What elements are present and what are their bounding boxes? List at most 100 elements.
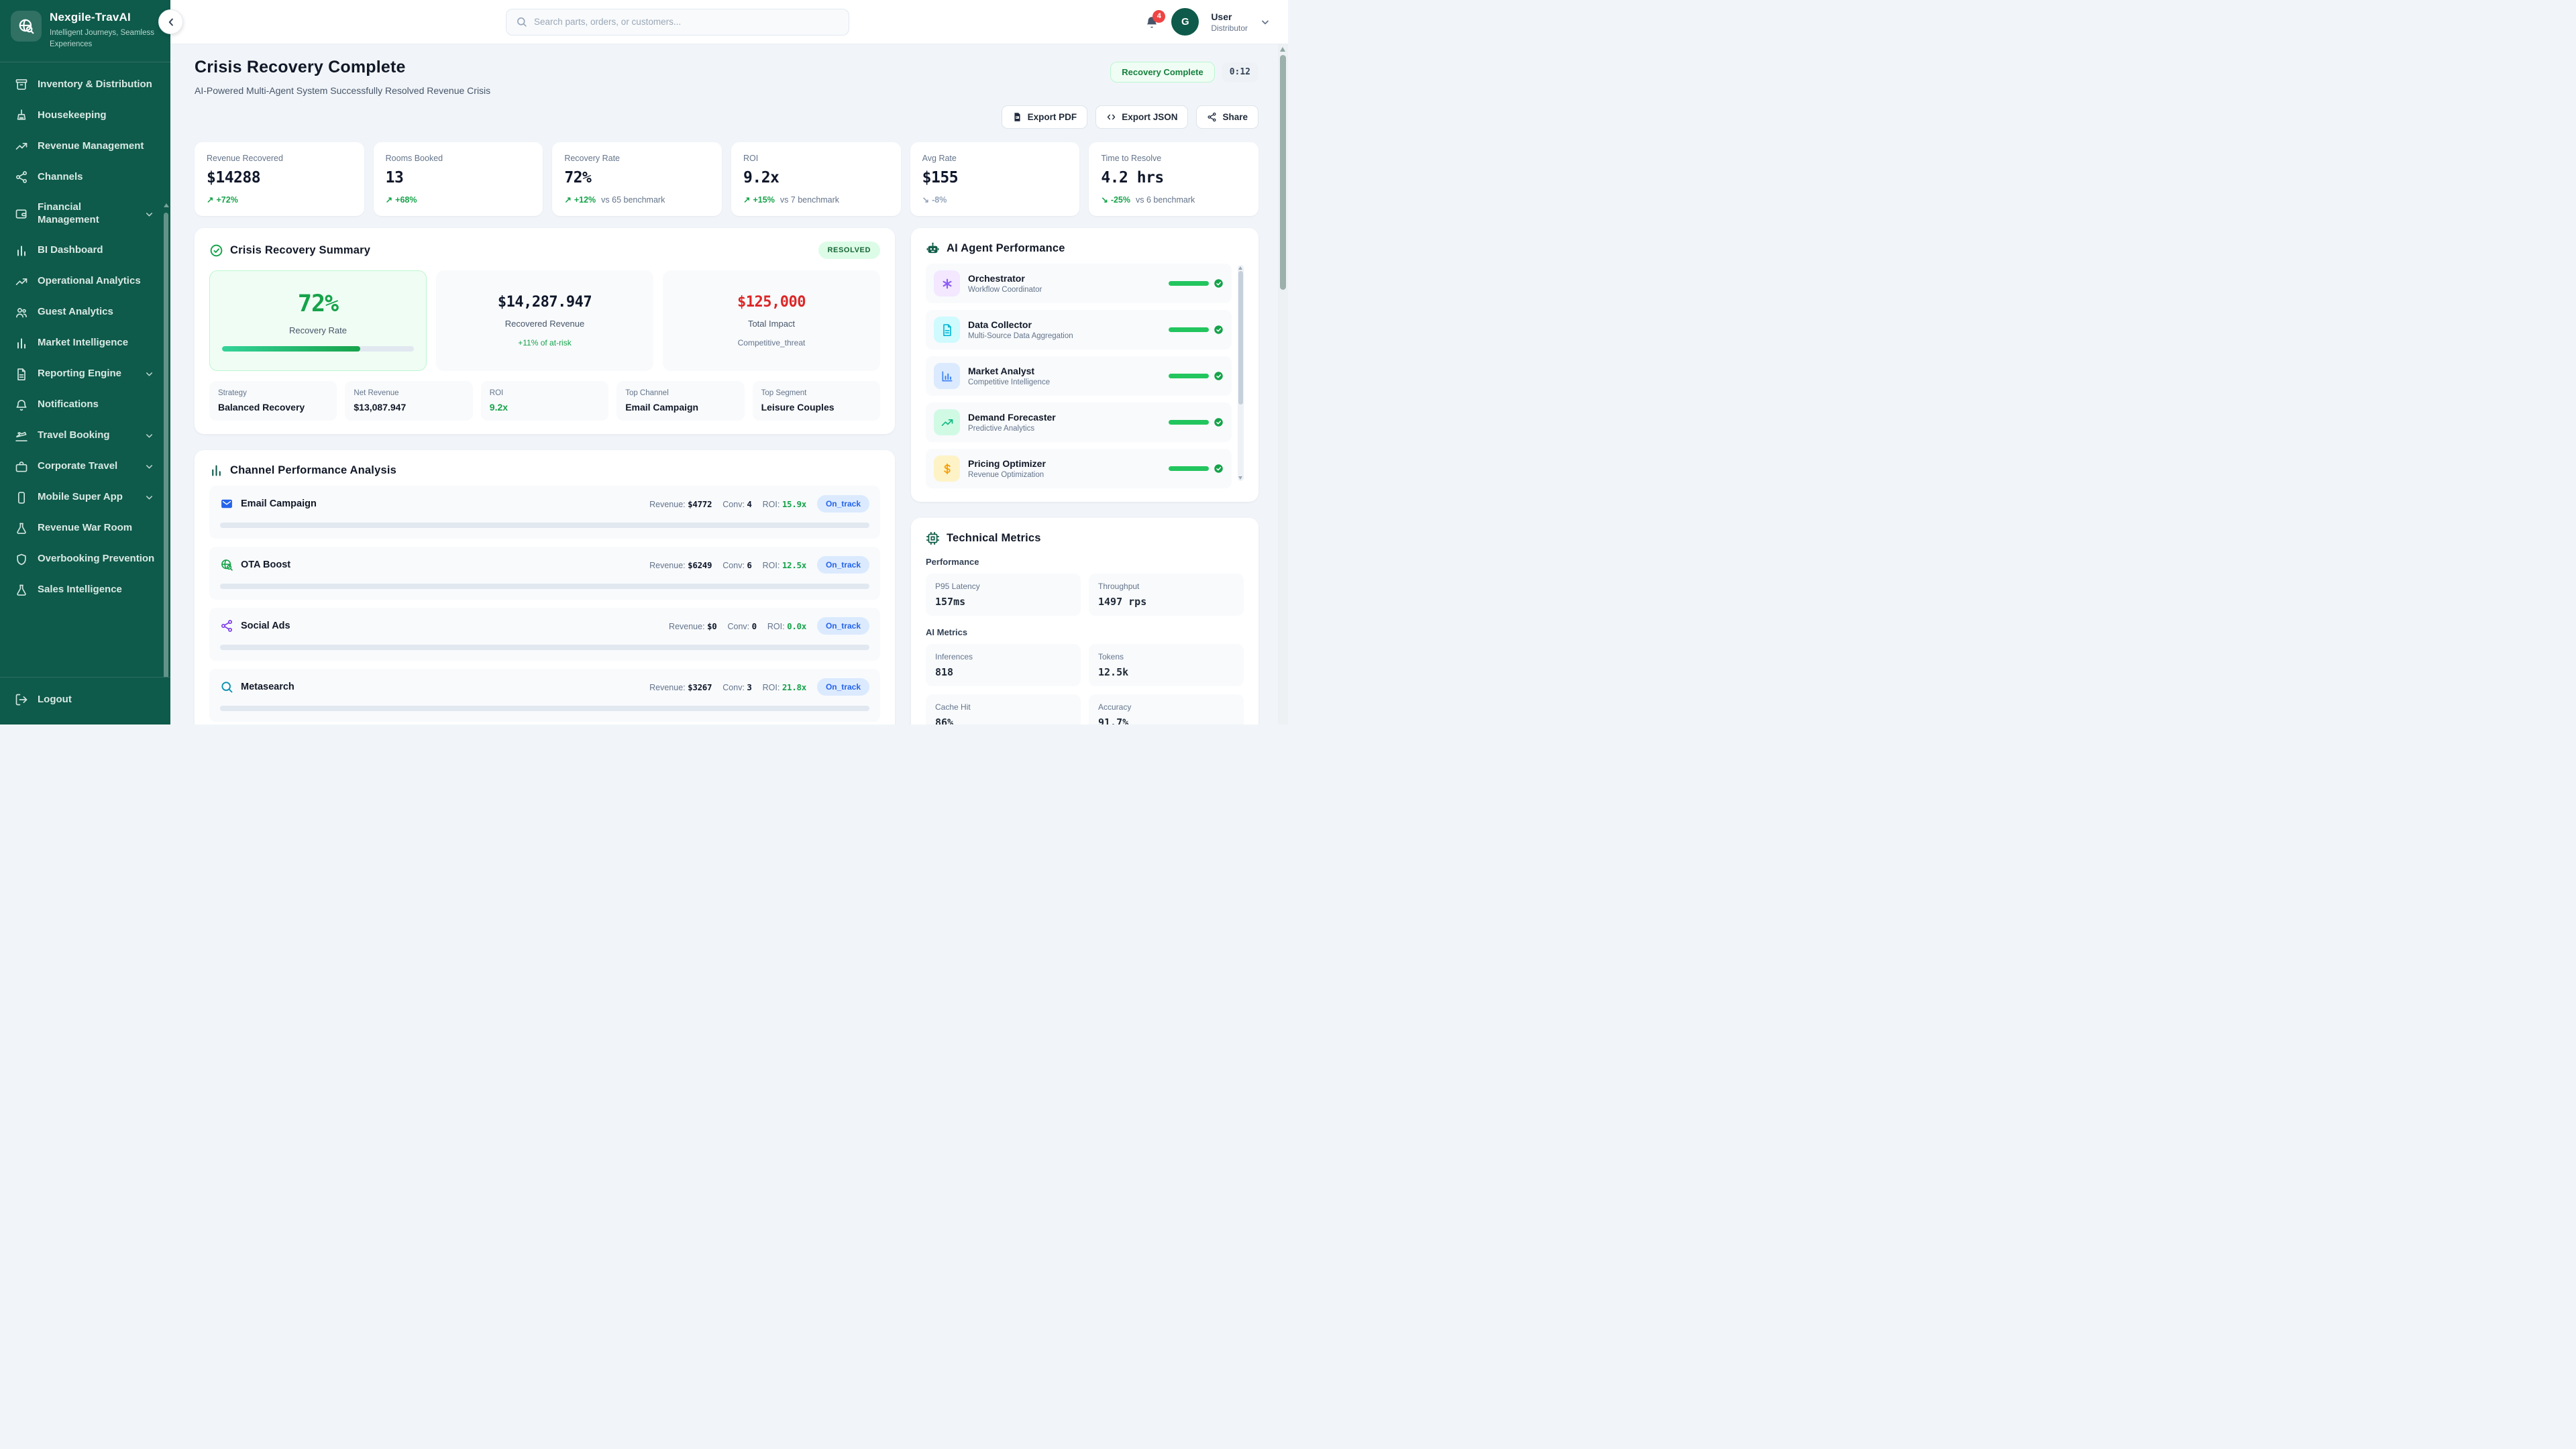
sidebar: Nexgile-TravAI Intelligent Journeys, Sea… [0,0,170,724]
chevron-down-icon [144,209,154,219]
bell-icon [15,398,28,412]
recovery-rate-card: 72% Recovery Rate [209,270,427,371]
sidebar-item-inventory-distribution[interactable]: Inventory & Distribution [11,69,164,100]
cpu-icon [926,531,940,545]
check-circle-icon [1214,371,1224,381]
kpi-row: Revenue Recovered $14288 ↗ +72% Rooms Boo… [195,142,1258,216]
agent-row-data-collector: Data Collector Multi-Source Data Aggrega… [926,310,1232,350]
sidebar-item-logout[interactable]: Logout [11,684,164,715]
kpi-card-revenue-recovered: Revenue Recovered $14288 ↗ +72% [195,142,364,216]
channel-row-ota-boost: OTA Boost Revenue: $6249 Conv: 6 ROI: 12… [209,547,880,600]
stat-strategy: Strategy Balanced Recovery [209,381,337,421]
share-button[interactable]: Share [1196,105,1258,129]
hub-icon [934,270,960,297]
topbar: 4 G User Distributor [170,0,1288,44]
agent-row-orchestrator: Orchestrator Workflow Coordinator [926,264,1232,303]
check-circle-icon [1214,464,1224,474]
channel-row-metasearch: Metasearch Revenue: $3267 Conv: 3 ROI: 2… [209,669,880,722]
kpi-card-rooms-booked: Rooms Booked 13 ↗ +68% [373,142,543,216]
scroll-up-arrow-icon[interactable] [164,203,169,208]
search-icon [220,680,233,694]
page-scrollbar[interactable] [1278,44,1288,724]
kpi-card-recovery-rate: Recovery Rate 72% ↗ +12% vs 65 benchmark [552,142,722,216]
main-area: 4 G User Distributor Crisis Recovery Com… [170,0,1288,724]
channel-row-social-ads: Social Ads Revenue: $0 Conv: 0 ROI: 0.0x… [209,608,880,661]
sidebar-item-bi-dashboard[interactable]: BI Dashboard [11,235,164,266]
share-icon [15,170,28,184]
sidebar-item-notifications[interactable]: Notifications [11,390,164,421]
sidebar-item-reporting-engine[interactable]: Reporting Engine [11,359,164,390]
sidebar-item-market-intelligence[interactable]: Market Intelligence [11,328,164,359]
export-pdf-button[interactable]: Export PDF [1001,105,1088,129]
plane-icon [15,429,28,443]
scroll-up-arrow-icon [1238,266,1242,270]
kpi-card-roi: ROI 9.2x ↗ +15% vs 7 benchmark [731,142,901,216]
recovered-revenue-card: $14,287.947 Recovered Revenue +11% of at… [436,270,653,371]
chevron-down-icon[interactable] [1260,17,1271,28]
sidebar-item-revenue-war-room[interactable]: Revenue War Room [11,513,164,544]
sidebar-item-channels[interactable]: Channels [11,162,164,193]
chart-column-icon [15,337,28,350]
sidebar-item-mobile-super-app[interactable]: Mobile Super App [11,482,164,513]
sidebar-item-travel-booking[interactable]: Travel Booking [11,421,164,451]
panel-title: Crisis Recovery Summary [230,244,371,256]
agent-progress-bar [1169,466,1209,471]
sidebar-item-housekeeping[interactable]: Housekeeping [11,100,164,131]
app-root: Nexgile-TravAI Intelligent Journeys, Sea… [0,0,1288,724]
notifications-button[interactable]: 4 [1144,9,1166,30]
section-label-ai-metrics: AI Metrics [926,627,968,637]
sidebar-item-revenue-management[interactable]: Revenue Management [11,131,164,162]
check-circle-icon [209,244,223,258]
technical-metrics-panel: Technical Metrics Performance P95 Latenc… [911,518,1258,724]
sidebar-item-corporate-travel[interactable]: Corporate Travel [11,451,164,482]
bar-chart-icon [209,464,223,478]
agent-progress-bar [1169,327,1209,332]
page-content: Crisis Recovery Complete AI-Powered Mult… [170,44,1288,724]
trend-up-icon: ↗ [207,195,214,205]
section-label-performance: Performance [926,557,979,567]
chevron-down-icon [144,431,154,441]
export-json-button[interactable]: Export JSON [1095,105,1189,129]
channel-progress-bar [220,523,869,528]
search-box[interactable] [506,8,849,36]
user-block[interactable]: User Distributor [1211,11,1248,33]
sidebar-scrollbar[interactable] [164,178,169,677]
scroll-up-arrow-icon[interactable] [1280,47,1285,52]
flask-icon [15,522,28,535]
sidebar-item-operational-analytics[interactable]: Operational Analytics [11,266,164,297]
flask-icon [15,584,28,597]
mail-icon [220,497,233,511]
panel-title: Channel Performance Analysis [230,464,396,476]
total-impact-card: $125,000 Total Impact Competitive_threat [663,270,880,371]
sidebar-item-overbooking-prevention[interactable]: Overbooking Prevention [11,544,164,575]
chevron-left-icon [165,16,177,28]
sidebar-item-sales-intelligence[interactable]: Sales Intelligence [11,575,164,606]
search-input[interactable] [534,17,839,27]
avatar[interactable]: G [1171,8,1199,36]
page-scrollbar-thumb[interactable] [1280,55,1286,290]
trending-up-icon [934,409,960,435]
agents-scrollbar[interactable] [1238,265,1244,481]
agents-scrollbar-thumb[interactable] [1238,271,1243,405]
sidebar-item-guest-analytics[interactable]: Guest Analytics [11,297,164,328]
metric-tokens: Tokens 12.5k [1089,644,1244,686]
metric-throughput: Throughput 1497 rps [1089,574,1244,616]
status-pills: Recovery Complete 0:12 [1110,62,1258,83]
shield-icon [15,553,28,566]
logout-icon [15,693,28,706]
trend-up-icon: ↗ [743,195,751,205]
sidebar-collapse-button[interactable] [158,9,183,34]
metric-cache-hit: Cache Hit 86% [926,694,1081,724]
stat-roi: ROI 9.2x [480,381,609,421]
sidebar-item-financial-management[interactable]: Financial Management [11,193,164,235]
trend-up-icon: ↗ [385,195,393,205]
brand-logo [11,11,42,42]
kpi-card-time-to-resolve: Time to Resolve 4.2 hrs ↘ -25% vs 6 benchm… [1089,142,1258,216]
sidebar-scrollbar-thumb[interactable] [164,213,168,677]
channel-row-email-campaign: Email Campaign Revenue: $4772 Conv: 4 RO… [209,486,880,539]
chevron-down-icon [144,462,154,472]
trend-up-icon: ↗ [564,195,572,205]
channel-progress-bar [220,645,869,650]
agent-progress-bar [1169,281,1209,286]
sidebar-nav: Inventory & Distribution Housekeeping Re… [0,62,170,677]
